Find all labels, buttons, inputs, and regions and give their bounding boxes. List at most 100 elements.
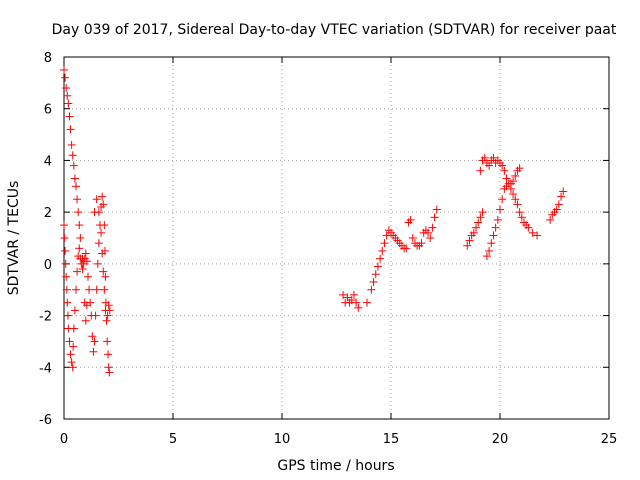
x-tick-label: 5 <box>169 432 177 447</box>
data-point <box>417 239 426 248</box>
data-point <box>101 306 110 315</box>
data-point <box>509 190 518 199</box>
data-point <box>85 285 94 294</box>
data-point <box>91 311 100 320</box>
data-point <box>500 166 509 175</box>
data-point <box>472 223 481 232</box>
data-point <box>75 221 84 230</box>
data-point <box>66 125 75 134</box>
data-point <box>104 350 113 359</box>
data-point <box>347 296 356 305</box>
y-axis-label: SDTVAR / TECUs <box>6 181 22 296</box>
data-point <box>476 213 485 222</box>
data-point <box>82 301 91 310</box>
data-point <box>515 208 524 217</box>
data-point <box>349 290 358 299</box>
data-point <box>528 228 537 237</box>
data-point <box>104 363 113 372</box>
chart-title: Day 039 of 2017, Sidereal Day-to-day VTE… <box>52 22 617 38</box>
y-tick-label: 6 <box>44 103 52 118</box>
data-point <box>511 171 520 180</box>
data-point <box>62 285 71 294</box>
data-point <box>339 290 348 299</box>
data-point <box>424 228 433 237</box>
data-point <box>61 246 70 255</box>
data-point <box>97 228 106 237</box>
data-point <box>478 208 487 217</box>
data-point <box>67 140 76 149</box>
data-point <box>73 267 82 276</box>
data-point <box>376 254 385 263</box>
data-point <box>99 200 108 209</box>
y-tick-label: -2 <box>39 310 52 325</box>
data-point <box>89 347 98 356</box>
axis-ticks <box>63 56 610 420</box>
data-point <box>98 192 107 201</box>
data-point <box>71 182 80 191</box>
data-point <box>62 272 71 281</box>
data-point <box>65 112 74 121</box>
data-point <box>371 270 380 279</box>
data-point <box>67 358 76 367</box>
x-tick-label: 15 <box>383 432 400 447</box>
data-point <box>426 234 435 242</box>
data-point <box>92 195 101 204</box>
data-point <box>546 215 555 224</box>
data-point <box>515 164 524 173</box>
data-point <box>480 153 489 162</box>
data-point <box>90 337 99 346</box>
data-point <box>463 241 472 250</box>
data-point <box>343 293 352 302</box>
data-point <box>81 249 90 258</box>
data-point <box>474 218 483 227</box>
data-point <box>60 221 68 230</box>
data-point <box>104 301 113 310</box>
data-point <box>100 221 109 230</box>
data-point <box>74 208 83 217</box>
data-point <box>98 249 107 258</box>
data-point <box>69 324 78 333</box>
data-point <box>78 254 87 263</box>
x-tick-label: 25 <box>601 432 618 447</box>
data-point <box>552 205 561 214</box>
grid <box>64 57 609 419</box>
data-point <box>369 277 378 286</box>
data-point <box>406 215 415 224</box>
data-point <box>557 192 566 201</box>
x-tick-labels: 0 5 10 15 20 25 <box>60 432 617 447</box>
data-point <box>63 298 72 307</box>
data-point <box>502 174 511 183</box>
data-point <box>498 195 507 204</box>
data-point <box>60 65 68 74</box>
data-point <box>554 200 563 209</box>
data-point <box>485 161 494 170</box>
data-point <box>101 272 110 281</box>
data-point <box>63 91 72 100</box>
y-tick-label: 8 <box>44 51 52 66</box>
data-point <box>102 316 111 325</box>
data-point <box>94 239 103 248</box>
data-point <box>363 298 372 307</box>
y-tick-label: -6 <box>39 413 52 428</box>
data-point <box>476 166 485 175</box>
data-point <box>66 350 75 359</box>
data-point <box>465 236 474 245</box>
data-point <box>63 311 72 320</box>
data-point <box>69 342 78 351</box>
data-point <box>485 246 494 255</box>
data-point <box>70 174 79 183</box>
data-point <box>88 332 97 341</box>
data-point <box>352 298 361 307</box>
data-point <box>487 239 496 248</box>
data-point <box>62 84 71 93</box>
data-point <box>60 234 69 242</box>
data-point <box>509 177 518 186</box>
data-point <box>99 267 108 276</box>
data-point <box>469 228 478 237</box>
data-point <box>61 259 70 268</box>
data-point <box>533 231 542 240</box>
data-point <box>491 223 500 232</box>
data-point <box>71 285 80 294</box>
data-point <box>93 259 102 268</box>
